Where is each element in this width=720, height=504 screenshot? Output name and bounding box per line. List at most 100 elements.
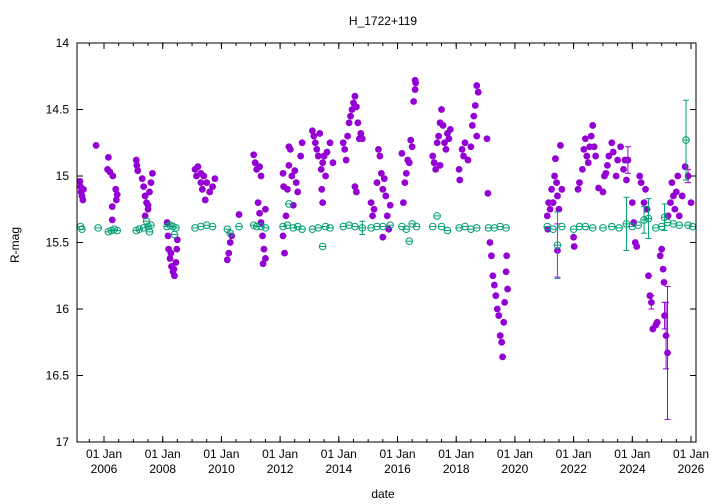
data-point (398, 149, 406, 157)
data-point (620, 165, 627, 173)
data-point (223, 256, 231, 264)
data-point (279, 222, 287, 231)
data-point (347, 112, 354, 120)
x-tick-label: 01 Jan (673, 447, 709, 461)
data-point (609, 148, 617, 156)
data-point (446, 126, 454, 133)
data-point (672, 188, 680, 196)
data-point (668, 179, 676, 187)
data-point (483, 135, 491, 143)
data-point (367, 199, 375, 207)
data-point (608, 139, 616, 147)
data-point (382, 192, 390, 200)
data-point (113, 191, 121, 199)
x-tick-label: 01 Jan (145, 447, 181, 461)
data-point (489, 272, 497, 280)
data-marks (76, 76, 697, 420)
data-point (284, 185, 291, 193)
data-point (588, 224, 597, 232)
data-point (498, 338, 506, 346)
data-point (321, 222, 330, 231)
data-point (662, 332, 670, 339)
data-point (552, 155, 559, 163)
data-point (581, 222, 590, 231)
data-point (149, 169, 156, 177)
data-point (345, 221, 353, 230)
data-point (259, 232, 266, 240)
data-point (659, 265, 667, 273)
data-point (496, 222, 505, 231)
data-point (555, 205, 563, 213)
data-point (580, 146, 588, 153)
data-point (203, 179, 211, 187)
data-point (637, 179, 645, 187)
data-point (80, 185, 87, 193)
data-point (344, 132, 352, 140)
data-point (144, 201, 152, 209)
data-point (261, 224, 270, 232)
data-point (504, 285, 511, 293)
data-point (408, 143, 416, 151)
data-point (553, 241, 562, 249)
data-point (458, 146, 466, 153)
data-point (318, 242, 327, 251)
data-point (599, 188, 607, 196)
data-point (640, 199, 648, 207)
data-point (351, 183, 359, 191)
data-point (298, 139, 306, 147)
data-point (250, 151, 258, 159)
data-point (197, 169, 205, 177)
data-point (197, 179, 205, 187)
data-point (548, 185, 555, 193)
data-point (551, 172, 558, 180)
data-point (405, 159, 413, 167)
data-point (147, 179, 155, 187)
data-point (354, 119, 362, 127)
data-point (357, 130, 365, 137)
data-point (289, 224, 298, 232)
x-tick-label: 01 Jan (497, 447, 533, 461)
data-point (658, 245, 666, 253)
data-point (105, 153, 112, 161)
data-point (319, 159, 327, 167)
data-point (262, 205, 269, 213)
data-point (133, 161, 141, 169)
data-point (79, 196, 87, 204)
data-point (377, 169, 385, 177)
data-point (256, 163, 263, 171)
x-tick-label: 2016 (384, 462, 411, 476)
data-point (235, 222, 243, 231)
data-point (554, 192, 561, 200)
data-point (322, 172, 329, 180)
data-point (141, 192, 149, 200)
data-point (503, 252, 511, 260)
data-point (439, 122, 447, 129)
data-point (484, 189, 492, 197)
data-point (636, 172, 644, 180)
data-point (293, 222, 302, 231)
data-point (412, 222, 421, 231)
x-tick-label: 2010 (208, 462, 235, 476)
data-point (473, 82, 481, 89)
data-point (279, 232, 287, 240)
data-point (590, 143, 598, 151)
data-point (553, 179, 560, 187)
x-tick-label: 2022 (560, 462, 587, 476)
data-point (558, 185, 566, 193)
data-point (592, 152, 600, 160)
data-point (651, 224, 660, 232)
data-point (329, 159, 337, 167)
data-point (379, 185, 387, 193)
x-tick-label: 2020 (502, 462, 529, 476)
data-point (281, 249, 288, 257)
data-point (602, 169, 610, 177)
data-point (109, 172, 117, 180)
data-point (647, 298, 655, 306)
data-point (339, 222, 348, 231)
data-point (549, 199, 557, 207)
data-point (379, 222, 387, 231)
data-point (430, 159, 438, 167)
data-point (399, 199, 407, 207)
data-point (634, 221, 642, 230)
